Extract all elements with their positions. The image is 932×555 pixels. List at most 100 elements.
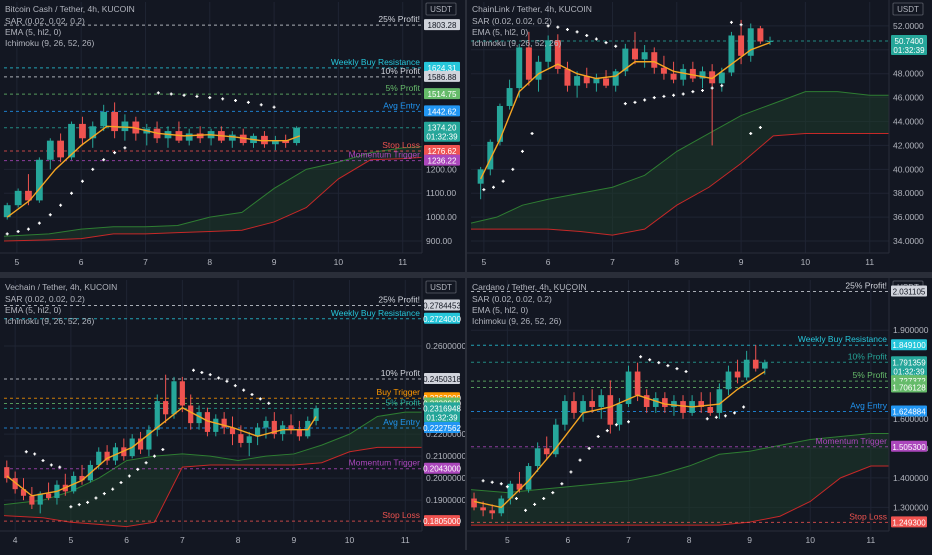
candle-body	[29, 495, 35, 505]
candle-body	[100, 111, 108, 127]
candle-body	[506, 88, 513, 106]
chart-title[interactable]: Vechain / Tether, 4h, KUCOIN	[5, 282, 117, 292]
currency-badge[interactable]	[425, 280, 457, 294]
price-badge	[424, 61, 460, 73]
indicator-legend[interactable]: Ichimoku (9, 26, 52, 26)	[472, 38, 561, 48]
chart-panel-link[interactable]: 34.0000 36.0000 38.0000 40.0000 42.0000 44.00…	[467, 0, 932, 272]
indicator-legend[interactable]: Ichimoku (9, 26, 52, 26)	[5, 316, 94, 326]
sar-point	[565, 27, 569, 31]
candle-body	[671, 401, 677, 407]
candle-body	[516, 483, 523, 490]
indicator-legend[interactable]: SAR (0.02, 0.02, 0.2)	[472, 16, 552, 26]
chart-ada[interactable]: 25% Profit! Weekly Buy Resistance 10% Prof…	[467, 278, 932, 550]
x-tick-label: 6	[79, 257, 84, 267]
price-badge-label: 0.1805000	[423, 517, 461, 526]
sar-point	[152, 454, 156, 458]
candle-body	[254, 427, 261, 437]
sar-point	[714, 415, 718, 419]
sar-point	[533, 502, 537, 506]
indicator-legend[interactable]: SAR (0.02, 0.02, 0.2)	[5, 16, 85, 26]
sar-point	[246, 100, 250, 104]
price-badge-label: 1276.62	[428, 147, 457, 156]
chart-panel-vet[interactable]: 25% Profit! Weekly Buy Resistance 10% Prof…	[0, 278, 466, 550]
sar-point	[723, 414, 727, 418]
indicator-legend[interactable]: SAR (0.02, 0.02, 0.2)	[5, 294, 85, 304]
chart-title[interactable]: ChainLink / Tether, 4h, KUCOIN	[472, 4, 592, 14]
indicator-legend[interactable]: EMA (5, hl2, 0)	[5, 305, 61, 315]
sar-point	[94, 496, 98, 500]
indicator-legend[interactable]: Ichimoku (9, 26, 52, 26)	[5, 38, 94, 48]
sar-point	[546, 24, 550, 28]
candle-body	[631, 48, 638, 60]
indicator-legend[interactable]: EMA (5, hl2, 0)	[472, 305, 528, 315]
sar-point	[70, 191, 74, 195]
sar-point	[200, 370, 204, 374]
chart-panel-ada[interactable]: 25% Profit! Weekly Buy Resistance 10% Prof…	[467, 278, 932, 550]
currency-badge[interactable]	[892, 2, 924, 16]
sar-point	[123, 146, 127, 150]
candle-body	[738, 35, 745, 56]
sar-point	[633, 100, 637, 104]
candle-body	[634, 371, 641, 396]
sar-point	[575, 30, 579, 34]
indicator-legend[interactable]: Ichimoku (9, 26, 52, 26)	[472, 316, 561, 326]
level-label: 5% Profit	[386, 83, 421, 93]
sar-point	[614, 423, 618, 427]
y-tick-label: 42.0000	[893, 140, 924, 150]
price-badge	[891, 34, 927, 55]
candle-body	[498, 498, 505, 514]
ichimoku-span-b	[3, 156, 423, 242]
candle-body	[743, 359, 750, 378]
indicator-legend[interactable]: EMA (5, hl2, 0)	[5, 27, 61, 37]
x-tick-label: 7	[143, 257, 148, 267]
y-tick-label: 1200.00	[426, 164, 457, 174]
chart-vet[interactable]: 25% Profit! Weekly Buy Resistance 10% Prof…	[0, 278, 466, 550]
price-badge	[891, 516, 927, 528]
sar-point	[111, 487, 115, 491]
chart-link[interactable]: 34.0000 36.0000 38.0000 40.0000 42.0000 44.00…	[467, 0, 932, 272]
sar-point	[482, 188, 486, 192]
candle-body	[288, 425, 294, 430]
price-badge	[424, 373, 460, 385]
currency-badge[interactable]	[425, 2, 457, 16]
sar-point	[681, 92, 685, 96]
price-badge-label: 1.624884	[892, 407, 926, 416]
sar-point	[594, 37, 598, 41]
candle-body	[185, 133, 193, 141]
candle-body	[554, 40, 561, 69]
candle-body	[525, 466, 532, 490]
chart-title[interactable]: Bitcoin Cash / Tether, 4h, KUCOIN	[5, 4, 135, 14]
chart-title[interactable]: Cardano / Tether, 4h, KUCOIN	[472, 282, 587, 292]
sar-point	[556, 25, 560, 29]
indicator-legend[interactable]: EMA (5, hl2, 0)	[472, 27, 528, 37]
sar-point	[511, 167, 515, 171]
candle-body	[718, 72, 725, 84]
candle-body	[516, 47, 523, 89]
y-tick-label: 46.0000	[893, 93, 924, 103]
sar-point	[208, 373, 212, 377]
candle-body	[662, 398, 668, 407]
sar-point	[643, 98, 647, 102]
panel-divider-horizontal[interactable]	[0, 272, 932, 278]
y-tick-label: 1000.00	[426, 212, 457, 222]
sar-point	[37, 221, 41, 225]
indicator-legend[interactable]: SAR (0.02, 0.02, 0.2)	[472, 294, 552, 304]
sar-point	[77, 503, 81, 507]
chart-panel-bch[interactable]: 25% Profit! Weekly Buy Resistance 10% Prof…	[0, 0, 465, 272]
price-badge	[424, 121, 460, 142]
level-label: Momentum Trigger	[349, 150, 420, 160]
y-tick-label: 1.600000	[893, 414, 929, 424]
ema-line	[6, 125, 301, 218]
candle-body	[79, 123, 86, 139]
level-label: 10% Profit	[381, 368, 421, 378]
candle-body	[14, 190, 22, 206]
candle-body	[246, 436, 252, 443]
candle-body	[552, 424, 559, 455]
sar-point	[542, 497, 546, 501]
candle-body	[699, 71, 706, 79]
sar-point	[41, 459, 45, 463]
sar-point	[551, 491, 555, 495]
candle-body	[545, 40, 552, 62]
x-tick-label: 9	[739, 257, 744, 267]
